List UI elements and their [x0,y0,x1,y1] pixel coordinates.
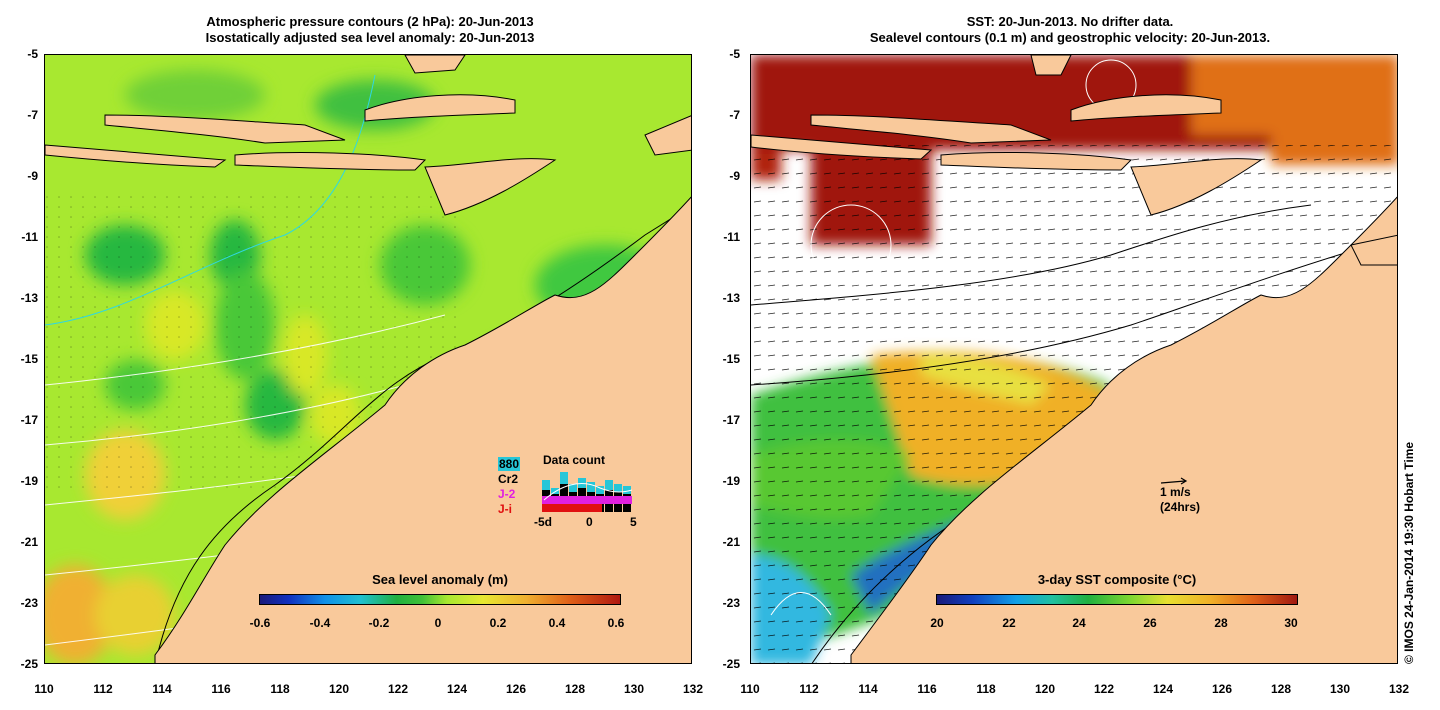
source-label-j2: J-2 [498,487,516,501]
copyright-notice: © IMOS 24-Jan-2014 19:30 Hobart Time [1402,441,1416,664]
lon-tick: 120 [1034,682,1056,696]
australia-land-right [850,196,1397,663]
lon-tick: 110 [740,682,760,696]
lat-tick: -7 [27,108,38,122]
lat-tick: -5 [729,47,740,61]
lon-tick: 130 [623,682,645,696]
lon-tick: 110 [34,682,54,696]
lon-tick: 120 [328,682,350,696]
lon-tick: 116 [917,682,937,696]
sla-cb-tick: -0.6 [249,616,271,630]
sla-map-svg [45,55,691,663]
lon-tick: 112 [799,682,819,696]
lat-tick: -21 [20,535,38,549]
australia-land [154,196,691,663]
data-count-histogram [540,466,635,512]
hist-tick-neg5d: -5d [534,515,552,529]
lon-tick: 122 [1093,682,1115,696]
lon-tick: 116 [211,682,231,696]
right-title-line2: Sealevel contours (0.1 m) and geostrophi… [869,30,1271,45]
sla-cb-tick: -0.2 [368,616,390,630]
lat-tick: -13 [722,291,740,305]
sst-colorbar [936,594,1298,605]
sst-cb-tick: 24 [1072,616,1086,630]
velocity-scale-sublabel: (24hrs) [1160,500,1201,514]
islands [45,55,691,216]
lon-tick: 124 [446,682,468,696]
lon-tick: 122 [387,682,409,696]
sla-colorbar [259,594,621,605]
sst-cb-tick: 28 [1214,616,1228,630]
lat-tick: -21 [722,535,740,549]
lat-tick: -9 [27,169,38,183]
lon-tick: 132 [1388,682,1410,696]
lat-tick: -15 [20,352,38,366]
left-title-line1: Atmospheric pressure contours (2 hPa): 2… [206,14,534,29]
hist-tick-0: 0 [586,515,593,529]
sst-cb-tick: 26 [1143,616,1157,630]
lat-tick: -23 [20,596,38,610]
sla-cb-tick: 0.6 [607,616,625,630]
lon-tick: 126 [1211,682,1233,696]
lat-tick: -5 [27,47,38,61]
lat-tick: -25 [722,657,740,671]
lat-tick: -17 [20,413,38,427]
sla-cb-tick: 0.2 [489,616,507,630]
lat-tick: -17 [722,413,740,427]
lat-tick: -23 [722,596,740,610]
lon-tick: 130 [1329,682,1351,696]
lat-tick: -11 [723,230,740,244]
lon-tick: 128 [564,682,586,696]
source-label-cr2: Cr2 [498,472,519,486]
velocity-scale-arrow [1160,480,1186,484]
lat-tick: -25 [20,657,38,671]
lat-tick: -13 [20,291,38,305]
lon-tick: 118 [270,682,290,696]
sst-colorbar-title: 3-day SST composite (°C) [1037,572,1197,587]
lon-tick: 114 [858,682,878,696]
lon-tick: 132 [682,682,704,696]
source-label-ji: J-i [498,502,513,516]
sst-cb-tick: 30 [1284,616,1298,630]
sla-cb-tick: 0 [434,616,442,630]
sst-cb-tick: 22 [1002,616,1016,630]
lat-tick: -19 [722,474,740,488]
sst-cb-tick: 20 [930,616,944,630]
lon-tick: 124 [1152,682,1174,696]
lon-tick: 128 [1270,682,1292,696]
left-title-line2: Isostatically adjusted sea level anomaly… [205,30,535,45]
right-title-line1: SST: 20-Jun-2013. No drifter data. [966,14,1174,29]
lon-tick: 126 [505,682,527,696]
data-count-title: Data count [543,453,606,467]
lat-tick: -19 [20,474,38,488]
lon-tick: 114 [152,682,172,696]
source-label-880: 880 [498,457,521,471]
lat-tick: -7 [729,108,740,122]
cyan-contour [45,74,376,326]
sst-map [750,54,1398,664]
islands-right [751,55,1397,266]
hist-tick-5: 5 [630,515,637,529]
histogram-bars [542,472,632,512]
lat-tick: -11 [21,230,38,244]
velocity-scale-label: 1 m/s [1160,485,1191,499]
sea-level-anomaly-map [44,54,692,664]
sla-cb-tick: 0.4 [548,616,566,630]
lon-tick: 112 [93,682,113,696]
lon-tick: 118 [976,682,996,696]
lat-tick: -15 [722,352,740,366]
lat-tick: -9 [729,169,740,183]
sst-white-contours [770,59,1137,616]
sla-colorbar-title: Sea level anomaly (m) [372,572,508,587]
sst-map-svg [751,55,1397,663]
sla-cb-tick: -0.4 [309,616,331,630]
